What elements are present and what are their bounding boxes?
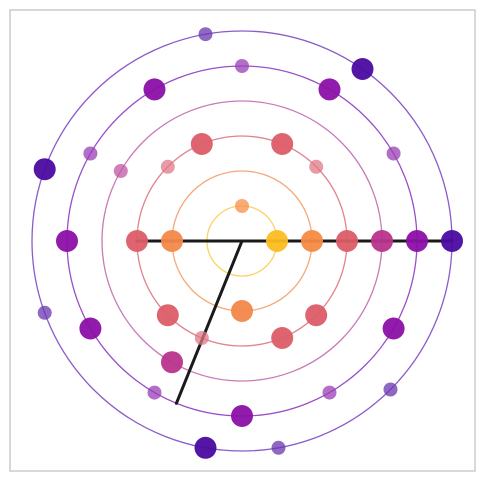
data-point	[351, 58, 374, 80]
data-point	[406, 230, 428, 252]
data-point	[56, 230, 78, 252]
data-point	[382, 317, 405, 340]
data-point	[386, 146, 401, 161]
data-point	[79, 317, 102, 340]
data-point	[194, 331, 209, 345]
data-point	[266, 230, 288, 252]
point-group	[33, 27, 463, 459]
data-point	[37, 305, 52, 320]
data-point	[235, 59, 249, 73]
data-point	[371, 230, 393, 252]
data-point	[156, 304, 179, 327]
data-point	[383, 382, 398, 397]
data-point	[161, 351, 183, 374]
data-point	[113, 164, 128, 178]
data-point	[271, 327, 294, 349]
connector-line-3	[174, 239, 244, 405]
data-point	[231, 405, 253, 427]
data-point	[336, 230, 358, 252]
data-point	[190, 133, 213, 155]
data-point	[235, 199, 249, 213]
data-point	[441, 230, 463, 252]
data-point	[160, 159, 175, 174]
data-point	[33, 158, 56, 181]
data-point	[309, 159, 324, 174]
data-point	[301, 230, 323, 252]
data-point	[271, 133, 294, 155]
data-point	[126, 230, 148, 252]
data-point	[318, 78, 341, 101]
data-point	[143, 78, 166, 101]
data-point	[231, 300, 253, 322]
data-point	[194, 436, 217, 459]
data-point	[305, 304, 328, 327]
data-point	[198, 27, 213, 42]
data-point	[271, 440, 286, 455]
data-point	[83, 146, 98, 161]
data-point	[147, 385, 162, 400]
data-point	[322, 385, 337, 400]
data-point	[161, 230, 183, 252]
